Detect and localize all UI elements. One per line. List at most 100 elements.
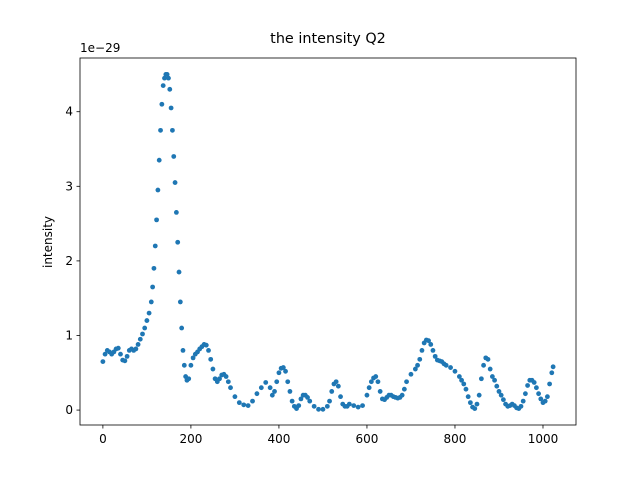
data-point xyxy=(368,379,374,385)
data-point xyxy=(415,362,420,368)
data-point xyxy=(324,403,330,409)
data-point xyxy=(329,389,335,394)
data-point xyxy=(179,325,185,331)
x-tick-label: 1000 xyxy=(528,432,559,446)
data-point xyxy=(152,243,158,249)
x-tick-label: 600 xyxy=(355,432,378,446)
data-point xyxy=(531,380,537,385)
y-axis-label: intensity xyxy=(41,216,55,268)
data-point xyxy=(177,299,183,305)
data-point xyxy=(181,362,187,368)
data-point xyxy=(498,392,504,398)
data-point xyxy=(316,406,321,412)
data-point xyxy=(401,386,407,392)
data-point xyxy=(467,400,473,406)
data-point xyxy=(162,75,167,81)
data-point xyxy=(180,348,186,353)
data-point xyxy=(320,406,326,412)
data-point xyxy=(327,398,332,404)
data-point xyxy=(170,127,175,133)
data-point xyxy=(311,403,317,409)
data-point xyxy=(158,127,163,133)
data-point xyxy=(305,395,310,400)
chart-title: the intensity Q2 xyxy=(270,31,386,47)
data-point xyxy=(417,356,423,362)
data-point xyxy=(522,391,528,397)
x-tick-label: 400 xyxy=(267,432,290,446)
data-point xyxy=(236,400,242,406)
data-point xyxy=(520,398,526,404)
data-point xyxy=(456,374,462,379)
data-point xyxy=(432,353,438,359)
data-point xyxy=(124,353,130,359)
data-point xyxy=(500,397,506,403)
data-point xyxy=(173,210,179,215)
data-point xyxy=(223,374,229,379)
data-point xyxy=(404,379,409,385)
data-point xyxy=(228,385,233,391)
data-point xyxy=(269,392,275,398)
data-point xyxy=(485,356,491,362)
data-point xyxy=(250,398,255,404)
y-tick-label: 3 xyxy=(65,179,73,193)
data-point xyxy=(272,389,277,394)
data-point xyxy=(274,379,280,385)
x-tick-label: 200 xyxy=(179,432,202,446)
data-point xyxy=(135,342,141,347)
data-point xyxy=(547,381,552,387)
data-point xyxy=(408,371,414,377)
data-point xyxy=(399,392,405,398)
data-point xyxy=(241,402,247,408)
data-point xyxy=(346,401,352,407)
data-point xyxy=(190,355,196,361)
data-point xyxy=(377,389,383,394)
data-point xyxy=(373,374,379,379)
axes-frame xyxy=(79,57,577,426)
data-point xyxy=(122,358,128,364)
data-point xyxy=(150,284,156,290)
data-point xyxy=(167,86,173,92)
data-point xyxy=(171,154,177,159)
data-point xyxy=(481,362,486,368)
data-point xyxy=(492,377,497,383)
data-point xyxy=(118,351,123,357)
data-point xyxy=(267,385,273,391)
data-point xyxy=(360,403,365,409)
data-point xyxy=(166,75,171,81)
data-point xyxy=(137,336,143,342)
data-point xyxy=(280,365,286,370)
data-point xyxy=(489,374,495,379)
data-point xyxy=(426,338,431,344)
data-point xyxy=(168,105,174,111)
data-point xyxy=(155,187,161,193)
y-tick-label: 0 xyxy=(65,403,73,417)
data-point xyxy=(210,366,216,372)
data-point xyxy=(463,386,469,392)
data-point xyxy=(412,366,418,372)
data-point xyxy=(154,217,159,223)
x-tick-label: 0 xyxy=(99,432,107,446)
data-point xyxy=(298,396,304,402)
data-point xyxy=(333,379,339,385)
data-point xyxy=(533,385,539,391)
data-point xyxy=(159,101,165,107)
data-point xyxy=(459,377,464,383)
data-point xyxy=(206,348,211,353)
data-point xyxy=(335,383,341,389)
data-point xyxy=(518,403,524,409)
x-tick-label: 800 xyxy=(444,432,467,446)
data-point xyxy=(542,398,548,404)
data-point xyxy=(544,394,550,400)
data-point xyxy=(151,265,157,271)
data-point xyxy=(258,385,264,391)
data-point xyxy=(254,391,260,397)
data-point xyxy=(476,392,482,398)
data-point xyxy=(443,362,449,368)
data-point xyxy=(494,383,500,389)
data-point xyxy=(148,299,154,305)
data-point xyxy=(232,394,238,400)
data-point xyxy=(283,368,288,374)
data-point xyxy=(296,403,302,409)
